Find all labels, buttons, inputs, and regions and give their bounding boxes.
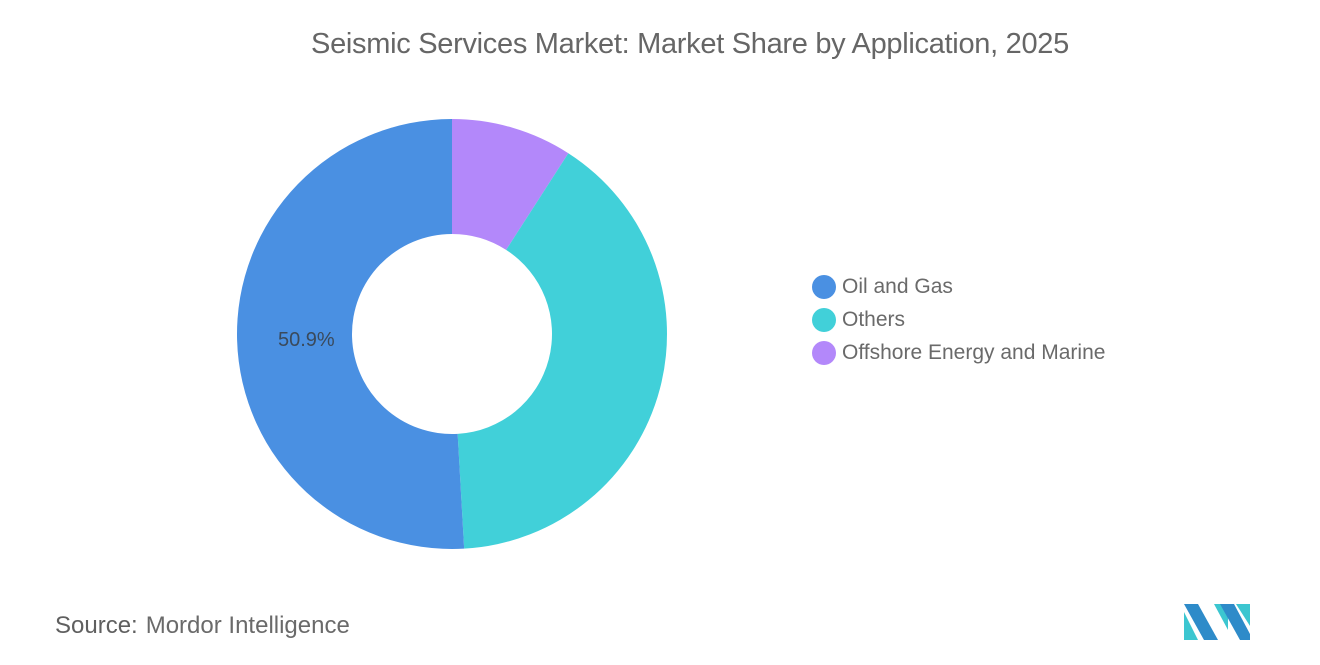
legend: Oil and Gas Others Offshore Energy and M… [812,270,1105,369]
source-label: Source: [55,612,138,639]
slice-offshore-energy-and-marine[interactable] [452,119,569,250]
legend-item-offshore-energy-and-marine[interactable]: Offshore Energy and Marine [812,336,1105,369]
chart-title: Seismic Services Market: Market Share by… [311,28,1069,60]
legend-label: Oil and Gas [842,274,953,298]
donut-slices [236,119,667,549]
legend-dot-icon [812,340,836,365]
legend-dot-icon [812,307,836,332]
legend-item-others[interactable]: Others [812,303,1105,336]
legend-item-oil-and-gas[interactable]: Oil and Gas [812,270,1105,303]
slice-label-oil-and-gas: 50.9% [278,329,335,351]
slice-oil-and-gas[interactable] [236,119,465,549]
legend-dot-icon [812,274,836,299]
legend-label: Others [842,307,906,331]
legend-label: Offshore Energy and Marine [842,340,1106,364]
slice-others[interactable] [457,153,667,549]
source-note: Source: Mordor Intelligence [55,612,350,640]
source-value: Mordor Intelligence [145,612,350,639]
mordor-intelligence-logo-icon [1184,604,1250,640]
